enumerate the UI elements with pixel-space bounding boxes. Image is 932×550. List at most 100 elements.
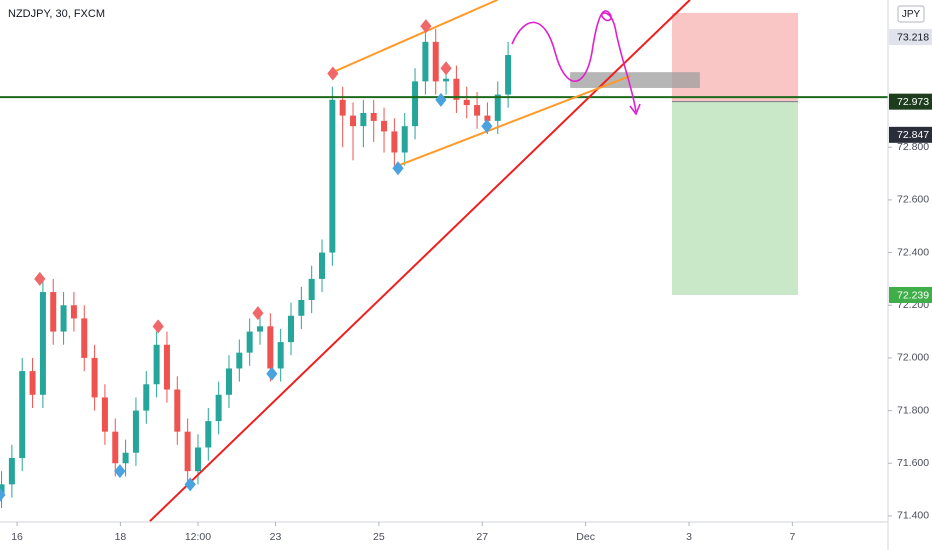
candle-body (463, 99, 470, 106)
y-tick-label: 72.600 (897, 194, 929, 206)
candle-body (277, 342, 284, 369)
candle-body (432, 41, 439, 82)
pivot-marker (392, 161, 404, 176)
candle-body (19, 371, 26, 459)
trend-line (397, 75, 631, 167)
pivot-marker (266, 366, 278, 381)
candle-body (0, 484, 5, 495)
candle-body (484, 115, 491, 121)
candle-body (308, 278, 315, 300)
y-tick-label: 71.400 (897, 510, 929, 522)
pivot-marker (481, 119, 493, 134)
price-label-box (889, 126, 932, 143)
x-tick-label: 3 (686, 531, 692, 543)
price-label: 72.847 (897, 129, 929, 141)
pivot-marker (327, 66, 339, 81)
candle-body (288, 315, 295, 343)
candle-body (474, 105, 481, 116)
x-tick-label: 27 (476, 531, 488, 543)
candle-body (256, 326, 263, 332)
chart-title: NZDJPY, 30, FXCM (8, 8, 105, 20)
candle-body (122, 452, 129, 464)
candle-body (298, 299, 305, 316)
target-zone (671, 101, 799, 295)
plot-area (0, 0, 888, 522)
candle-body (494, 94, 501, 121)
candle-body (360, 112, 367, 127)
x-tick-label: 12:00 (185, 531, 211, 543)
candle-body (184, 431, 191, 472)
candle-body (391, 131, 398, 153)
freehand-arrowhead (629, 103, 641, 116)
y-tick-label: 71.600 (897, 457, 929, 469)
currency-label[interactable]: JPY (902, 9, 921, 20)
pivot-marker (114, 464, 126, 479)
x-tick-label: 18 (115, 531, 127, 543)
y-tick-label: 72.400 (897, 246, 929, 258)
x-tick-label: 25 (373, 531, 385, 543)
pivot-marker (440, 61, 452, 76)
candle-body (143, 384, 150, 411)
candle-body (50, 292, 57, 332)
candle-body (422, 41, 429, 82)
y-tick-label: 72.800 (897, 141, 929, 153)
candle-body (236, 352, 243, 369)
candle-body (70, 305, 77, 319)
candle-body (29, 371, 36, 395)
candle-body (132, 410, 139, 453)
candle-body (91, 357, 98, 398)
freehand-drawing (511, 10, 641, 116)
x-tick-label: 7 (789, 531, 795, 543)
pivot-marker (420, 19, 432, 34)
candle-body (39, 292, 46, 395)
axes: 71.40071.60071.80072.00072.20072.40072.6… (11, 29, 932, 543)
candle-body (60, 305, 67, 332)
x-tick-label: 23 (270, 531, 282, 543)
price-label: 72.973 (897, 96, 929, 108)
candle-body (174, 389, 181, 432)
stop-zone (671, 12, 799, 102)
x-tick-label: 16 (11, 531, 23, 543)
candle-body (163, 344, 170, 390)
supply-zone (570, 72, 700, 88)
candle-body (246, 331, 253, 353)
price-label-box (889, 286, 932, 303)
candle-body (225, 368, 232, 395)
candle-body (205, 421, 212, 448)
pivot-marker (252, 306, 264, 321)
pivot-marker (184, 477, 196, 492)
price-label-box (889, 29, 932, 46)
x-tick-label: Dec (576, 531, 595, 543)
pivot-marker (435, 92, 447, 107)
candle-body (412, 81, 419, 127)
pivot-marker (34, 271, 46, 286)
trend-line (332, 0, 499, 74)
price-label-box (889, 93, 932, 110)
price-label: 73.218 (897, 31, 929, 43)
candle-body (443, 78, 450, 82)
currency-badge[interactable] (897, 5, 925, 23)
candle-body (267, 326, 274, 369)
candle-body (8, 458, 15, 485)
candle-body (453, 78, 460, 100)
candle-body (381, 120, 388, 132)
candle-body (81, 318, 88, 358)
candle-body (350, 115, 357, 127)
y-tick-label: 72.000 (897, 352, 929, 364)
candle-body (370, 112, 377, 121)
pivot-marker (0, 487, 6, 502)
candle-body (329, 99, 336, 253)
pivot-marker (152, 319, 164, 334)
freehand-path (511, 10, 637, 113)
price-label: 72.239 (897, 289, 929, 301)
candle-body (153, 344, 160, 385)
candle-body (319, 252, 326, 279)
candle-body (339, 99, 346, 116)
candle-body (112, 431, 119, 464)
candle-body (401, 126, 408, 153)
candle-body (215, 394, 222, 422)
candle-body (194, 447, 201, 472)
candle-body (101, 397, 108, 432)
